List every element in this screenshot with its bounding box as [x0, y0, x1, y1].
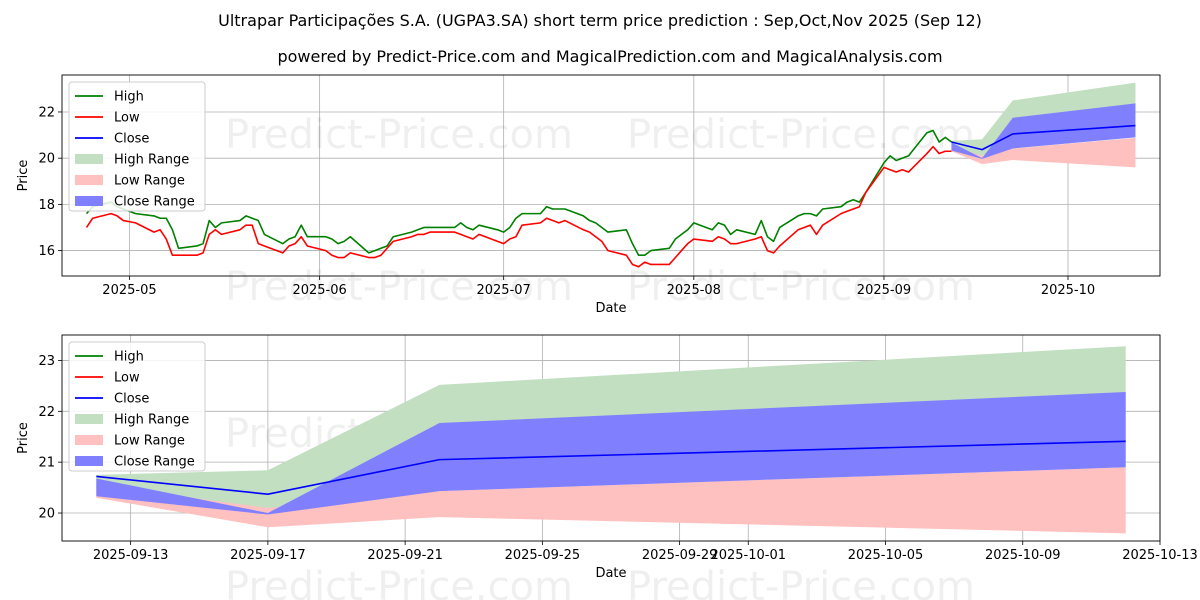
watermark-text: Predict-Price.com	[627, 112, 975, 158]
axes-frame	[61, 334, 1161, 542]
watermark-text: Predict-Price.com	[627, 264, 975, 310]
low-range-band	[951, 137, 1136, 168]
close-range-band	[96, 391, 1126, 515]
chart-title: Ultrapar Participações S.A. (UGPA3.SA) s…	[218, 11, 982, 30]
y-axis-label: Price	[16, 422, 31, 454]
legend-label-close: Close	[114, 132, 149, 147]
grid-lines	[62, 75, 1160, 276]
legend: High Low Close High Range Low Range Close Ran…	[68, 341, 206, 472]
watermark-text: Predict-Price.com	[627, 564, 975, 600]
legend-label-high: High	[114, 90, 144, 105]
y-tick-label: 16	[38, 244, 55, 259]
x-tick-label: 2025-09-29	[642, 548, 718, 563]
legend-swatch-close-range	[75, 456, 103, 466]
y-tick-label: 23	[38, 354, 55, 369]
upper-chart-panel: Predict-Price.com Predict-Price.com Predic…	[16, 74, 1161, 316]
x-tick-label: 2025-06	[292, 283, 346, 298]
legend-label-low: Low	[114, 111, 140, 126]
y-tick-label: 18	[38, 198, 55, 213]
y-tick-label: 22	[38, 405, 55, 420]
x-tick-label: 2025-08	[667, 283, 721, 298]
y-axis-label: Price	[16, 160, 31, 192]
legend-label-high-range: High Range	[114, 153, 189, 168]
legend-swatch-high-range	[75, 414, 103, 424]
y-tick-label: 20	[38, 152, 55, 167]
x-tick-label: 2025-09-13	[93, 548, 169, 563]
legend-swatch-low-range	[75, 435, 103, 445]
x-tick-label: 2025-05	[102, 283, 156, 298]
legend-label-close: Close	[114, 392, 149, 407]
legend-swatch-close-range	[75, 196, 103, 206]
legend-label-low: Low	[114, 371, 140, 386]
low-series-line	[85, 145, 952, 268]
legend-label-low-range: Low Range	[114, 434, 185, 449]
close-series-line	[951, 124, 1136, 151]
watermark-text: Predict-Price.com	[225, 564, 573, 600]
axis-ticks: 2025-09-13 2025-09-17 2025-09-21 2025-09-25…	[38, 354, 1197, 563]
watermark-text: Predict-Price.com	[225, 112, 573, 158]
legend-label-close-range: Close Range	[114, 455, 195, 470]
legend-swatch-high-range	[75, 154, 103, 164]
watermark: Predict-Price.com Predict-Price.com Predic…	[225, 112, 975, 310]
legend: High Low Close High Range Low Range Close Ran…	[68, 81, 206, 212]
axes-frame	[61, 74, 1161, 277]
close-series-line	[96, 440, 1126, 495]
x-tick-label: 2025-09-17	[230, 548, 306, 563]
x-tick-label: 2025-10-05	[848, 548, 924, 563]
plot-area	[96, 346, 1126, 534]
plot-area	[85, 82, 1136, 268]
legend-label-close-range: Close Range	[114, 195, 195, 210]
x-tick-label: 2025-09-25	[505, 548, 581, 563]
x-tick-label: 2025-10-13	[1122, 548, 1198, 563]
x-tick-label: 2025-10-09	[985, 548, 1061, 563]
legend-label-high-range: High Range	[114, 413, 189, 428]
legend-swatch-low-range	[75, 175, 103, 185]
high-series-line	[85, 129, 952, 257]
lower-chart-panel: Predict-Price.comPredict-Price.comPredic…	[16, 334, 1198, 600]
legend-label-low-range: Low Range	[114, 174, 185, 189]
x-axis-label: Date	[595, 566, 626, 581]
x-tick-label: 2025-10	[1041, 283, 1095, 298]
x-tick-label: 2025-10-01	[710, 548, 786, 563]
x-tick-label: 2025-09	[857, 283, 911, 298]
axis-ticks: 2025-05 2025-06 2025-07 2025-08 2025-09 2025-…	[38, 105, 1095, 298]
x-tick-label: 2025-09-21	[367, 548, 443, 563]
legend-label-high: High	[114, 350, 144, 365]
watermark-text: Predict-Price.com	[225, 264, 573, 310]
x-axis-label: Date	[595, 301, 626, 316]
y-tick-label: 21	[38, 456, 55, 471]
chart-subtitle: powered by Predict-Price.com and Magical…	[277, 47, 942, 66]
x-tick-label: 2025-07	[476, 283, 530, 298]
low-range-band	[96, 467, 1126, 534]
y-tick-label: 20	[38, 507, 55, 522]
y-tick-label: 22	[38, 105, 55, 120]
